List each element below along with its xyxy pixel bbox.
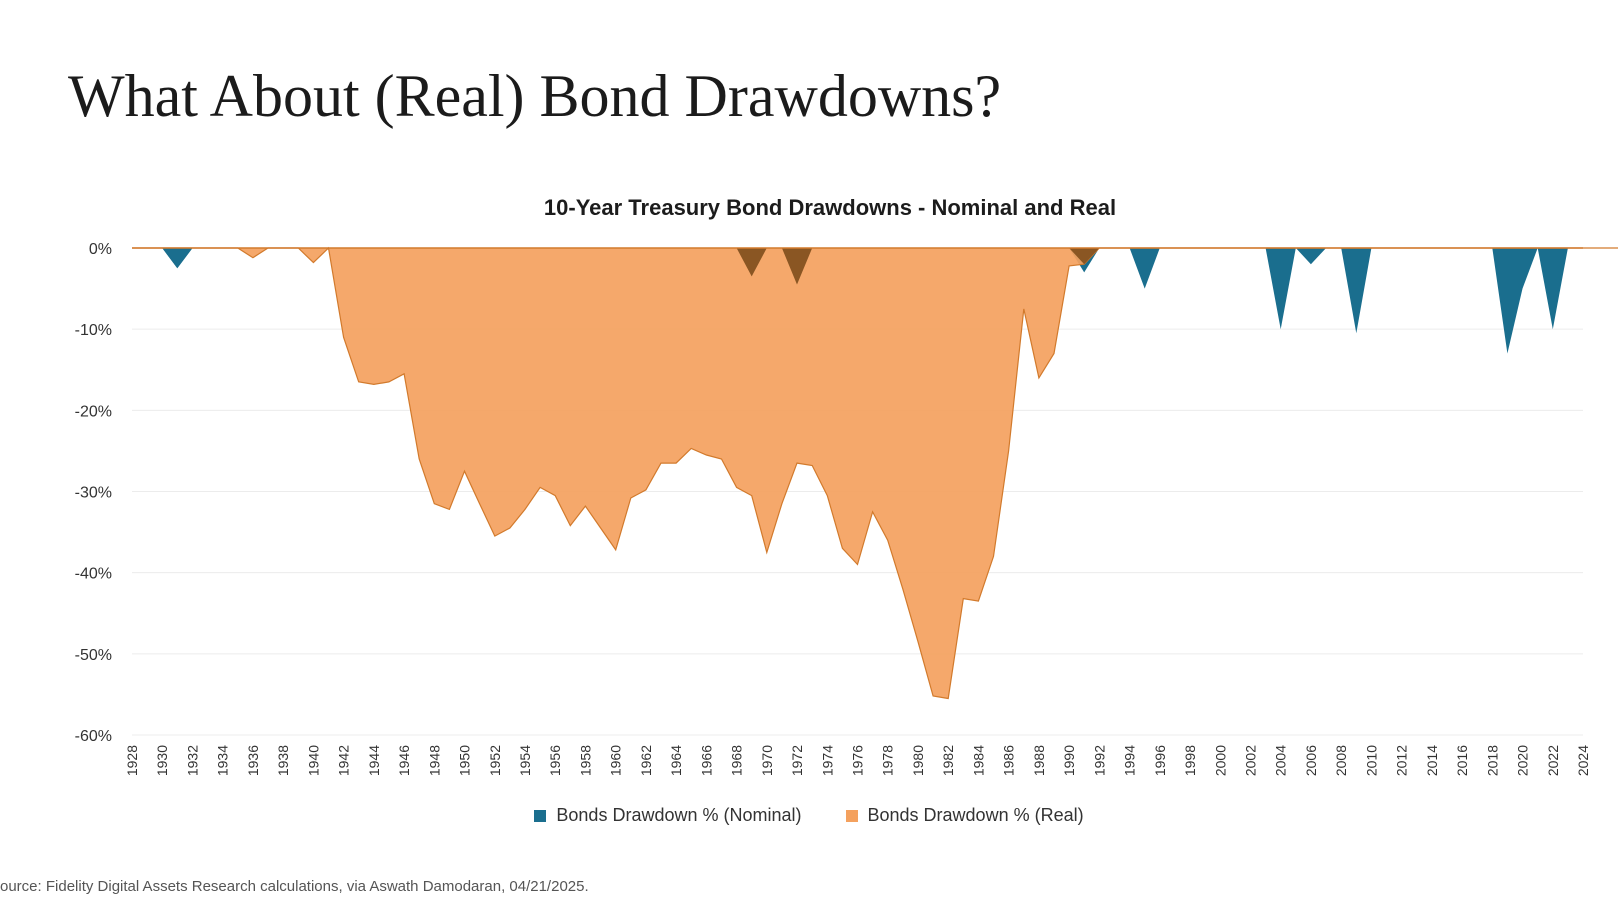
legend-swatch-nominal (534, 809, 547, 822)
x-tick-label: 2018 (1484, 745, 1500, 776)
x-tick-label: 1980 (910, 745, 926, 776)
legend-label-real: Bonds Drawdown % (Real) (867, 805, 1084, 825)
x-tick-label: 1992 (1091, 745, 1107, 776)
x-tick-label: 2004 (1273, 745, 1289, 776)
x-tick-label: 2006 (1303, 745, 1319, 776)
x-tick-label: 1972 (789, 745, 805, 776)
x-tick-label: 1948 (426, 745, 442, 776)
y-tick-label: -50% (75, 647, 112, 664)
x-tick-label: 1982 (940, 745, 956, 776)
x-tick-label: 2016 (1454, 745, 1470, 776)
x-tick-label: 2002 (1242, 745, 1258, 776)
series-real-area (132, 248, 1618, 699)
y-tick-label: -40% (75, 566, 112, 583)
x-tick-label: 1970 (759, 745, 775, 776)
x-tick-label: 1934 (215, 745, 231, 776)
x-tick-label: 1986 (1001, 745, 1017, 776)
x-tick-label: 2014 (1424, 745, 1440, 776)
legend: Bonds Drawdown % (Nominal) Bonds Drawdow… (0, 805, 1618, 826)
x-tick-label: 1998 (1182, 745, 1198, 776)
legend-item-nominal: Bonds Drawdown % (Nominal) (534, 805, 802, 826)
y-axis-ticks: 0% -10% -20% -30% -40% -50% -60% (75, 241, 112, 745)
x-tick-label: 1968 (729, 745, 745, 776)
x-tick-label: 2022 (1545, 745, 1561, 776)
x-tick-label: 1928 (124, 745, 140, 776)
x-tick-label: 1974 (819, 745, 835, 776)
x-tick-label: 1940 (305, 745, 321, 776)
x-tick-label: 1994 (1122, 745, 1138, 776)
x-tick-label: 1962 (638, 745, 654, 776)
legend-item-real: Bonds Drawdown % (Real) (845, 805, 1084, 826)
x-tick-label: 2012 (1394, 745, 1410, 776)
slide-title: What About (Real) Bond Drawdowns? (68, 63, 1002, 129)
x-tick-label: 1950 (457, 745, 473, 776)
x-tick-label: 2008 (1333, 745, 1349, 776)
x-tick-label: 1930 (154, 745, 170, 776)
x-tick-label: 1990 (1061, 745, 1077, 776)
legend-swatch-real (845, 809, 858, 822)
x-tick-label: 1952 (487, 745, 503, 776)
x-tick-label: 1996 (1152, 745, 1168, 776)
chart-title: 10-Year Treasury Bond Drawdowns - Nomina… (544, 195, 1116, 220)
x-tick-label: 1984 (970, 745, 986, 776)
x-tick-label: 1966 (698, 745, 714, 776)
x-tick-label: 1954 (517, 745, 533, 776)
x-tick-label: 1946 (396, 745, 412, 776)
x-tick-label: 1958 (577, 745, 593, 776)
x-tick-label: 1942 (336, 745, 352, 776)
x-tick-label: 1938 (275, 745, 291, 776)
x-tick-label: 1988 (1031, 745, 1047, 776)
x-tick-label: 1976 (850, 745, 866, 776)
x-tick-label: 2024 (1575, 745, 1591, 776)
x-axis-ticks: 1928 1930 1932 1934 1936 1938 1940 1942 1944 1946… (124, 745, 1591, 776)
y-tick-label: 0% (89, 241, 112, 258)
x-tick-label: 2020 (1515, 745, 1531, 776)
x-tick-label: 2000 (1212, 745, 1228, 776)
x-tick-label: 1956 (547, 745, 563, 776)
area-layer (132, 246, 1618, 700)
y-tick-label: -10% (75, 322, 112, 339)
y-tick-label: -20% (75, 403, 112, 420)
source-note: ource: Fidelity Digital Assets Research … (0, 878, 589, 895)
x-tick-label: 1932 (184, 745, 200, 776)
x-tick-label: 1964 (668, 745, 684, 776)
x-tick-label: 2010 (1363, 745, 1379, 776)
x-tick-label: 1978 (880, 745, 896, 776)
x-tick-label: 1936 (245, 745, 261, 776)
legend-label-nominal: Bonds Drawdown % (Nominal) (556, 805, 802, 825)
x-tick-label: 1944 (366, 745, 382, 776)
x-tick-label: 1960 (608, 745, 624, 776)
y-tick-label: -30% (75, 485, 112, 502)
y-tick-label: -60% (75, 728, 112, 745)
